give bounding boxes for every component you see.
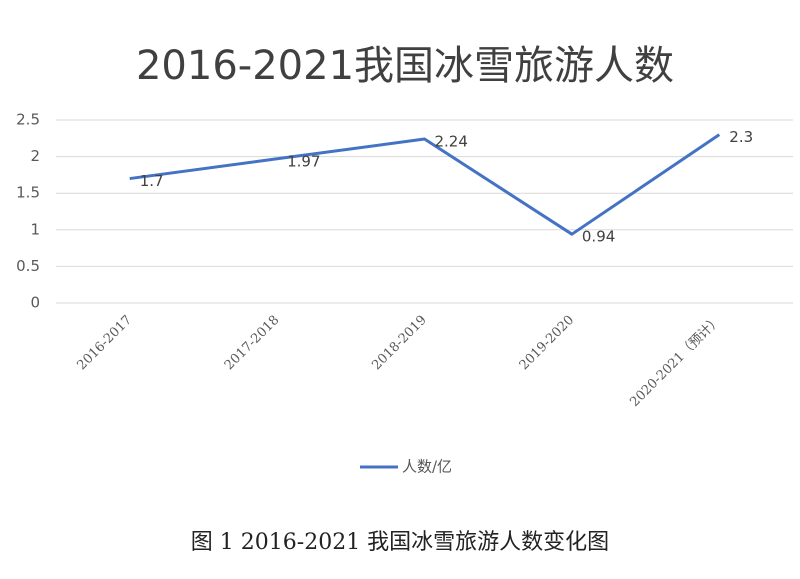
data-label: 2.24 — [435, 133, 468, 151]
x-tick-label: 2018-2019 — [369, 313, 430, 374]
x-tick-label: 2020-2021（预计） — [627, 313, 724, 410]
data-label: 1.7 — [140, 172, 164, 190]
data-label: 0.94 — [582, 228, 615, 246]
data-label: 2.3 — [729, 128, 753, 146]
y-tick-label: 0 — [30, 294, 40, 312]
legend-label: 人数/亿 — [402, 458, 452, 476]
y-tick-label: 2.5 — [16, 111, 40, 129]
y-tick-label: 1 — [30, 220, 40, 238]
data-label: 1.97 — [287, 152, 320, 170]
chart-title: 2016-2021我国冰雪旅游人数 — [136, 43, 674, 89]
data-line — [129, 133, 721, 236]
y-tick-label: 2 — [30, 147, 40, 165]
x-tick-label: 2019-2020 — [517, 313, 578, 374]
x-tick-label: 2017-2018 — [222, 313, 283, 374]
caption: 图 1 2016-2021 我国冰雪旅游人数变化图 — [191, 530, 609, 555]
x-tick-label: 2016-2017 — [75, 313, 136, 374]
y-tick-label: 0.5 — [16, 257, 40, 275]
y-tick-label: 1.5 — [16, 184, 40, 202]
